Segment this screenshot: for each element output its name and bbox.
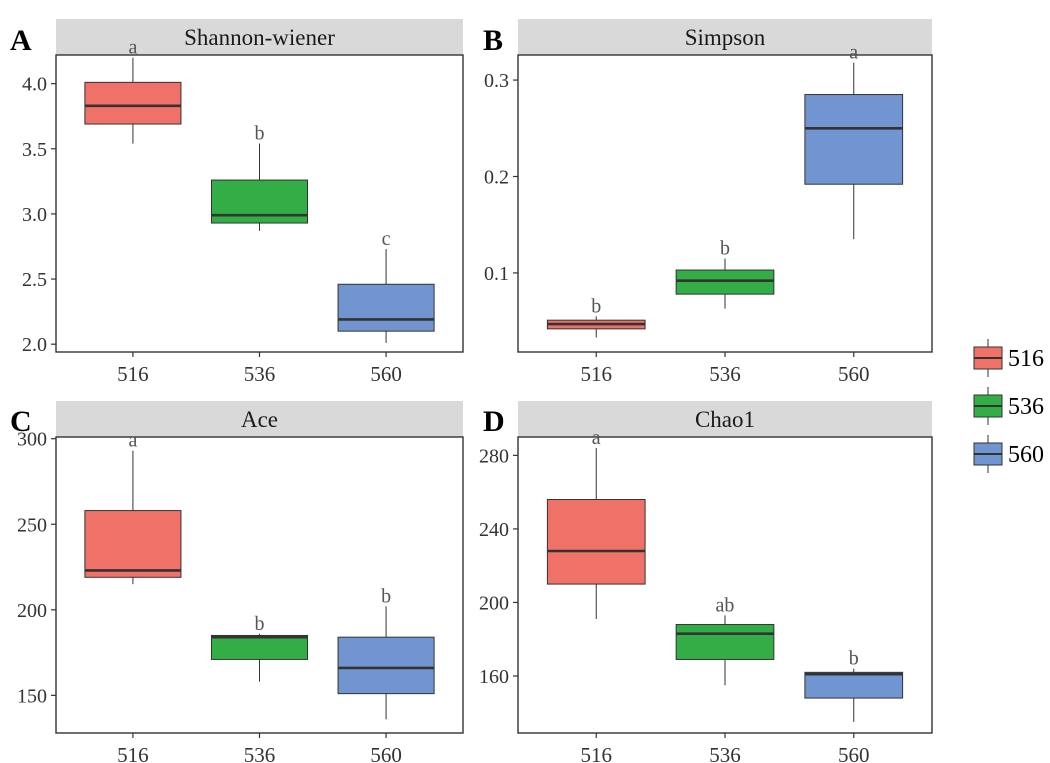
panel-title: Shannon-wiener <box>184 25 335 50</box>
box-body <box>84 81 182 125</box>
box-body <box>210 179 309 224</box>
box-560: b <box>337 585 435 720</box>
panel-title: Ace <box>241 407 278 432</box>
box-536: ab <box>675 594 775 686</box>
box-body <box>804 94 904 185</box>
y-tick-label: 160 <box>479 666 509 688</box>
x-tick-label: 516 <box>580 362 612 386</box>
box-516: a <box>84 37 182 144</box>
y-tick-label: 200 <box>479 592 509 614</box>
box-body <box>675 269 775 295</box>
significance-letter: a <box>592 427 601 449</box>
significance-letter: b <box>720 237 730 259</box>
box-536: b <box>675 237 775 309</box>
panel-letter: C <box>10 405 32 438</box>
y-tick-label: 4.0 <box>22 74 47 96</box>
y-tick-label: 0.2 <box>484 167 509 189</box>
significance-letter: a <box>128 37 137 59</box>
box-560: c <box>337 228 435 343</box>
panel-letter: D <box>483 405 505 438</box>
panel-letter: A <box>10 24 32 57</box>
legend: 516 536 560 <box>973 339 1044 473</box>
x-tick-label: 536 <box>709 743 741 763</box>
significance-letter: a <box>128 430 137 452</box>
y-tick-label: 0.3 <box>484 70 509 92</box>
panel-title: Chao1 <box>695 407 755 432</box>
y-tick-label: 2.0 <box>22 334 47 356</box>
x-tick-label: 560 <box>838 362 870 386</box>
legend-key-516: 516 <box>973 339 1044 377</box>
box-body <box>675 624 775 660</box>
box-516: a <box>84 430 182 585</box>
legend-label: 536 <box>1008 394 1044 420</box>
strip-background <box>56 19 463 55</box>
panel-simpson: Simpson B 0.1 0.2 0.3 516 536 560 b b a <box>483 19 933 386</box>
x-tick-label: 536 <box>244 362 276 386</box>
box-560: a <box>804 42 904 240</box>
significance-letter: c <box>382 228 391 250</box>
strip-background <box>56 401 463 437</box>
x-tick-label: 560 <box>370 743 402 763</box>
panel-letter: B <box>483 24 503 57</box>
y-tick-label: 200 <box>17 600 47 622</box>
box-body <box>804 671 904 699</box>
x-tick-label: 536 <box>244 743 276 763</box>
box-body <box>546 499 646 585</box>
significance-letter: b <box>591 295 601 317</box>
significance-letter: b <box>381 585 391 607</box>
legend-key-560: 560 <box>973 435 1044 473</box>
box-516: a <box>546 427 646 620</box>
y-tick-label: 150 <box>17 685 47 707</box>
y-tick-label: 250 <box>17 514 47 536</box>
y-tick-label: 3.5 <box>22 139 47 161</box>
box-560: b <box>804 648 904 722</box>
significance-letter: b <box>255 123 265 145</box>
x-tick-label: 560 <box>370 362 402 386</box>
panel-title: Simpson <box>685 25 766 50</box>
significance-letter: b <box>255 613 265 635</box>
box-536: b <box>210 123 309 231</box>
x-tick-label: 516 <box>117 743 149 763</box>
significance-letter: ab <box>716 594 735 616</box>
strip-background <box>518 401 932 437</box>
box-536: b <box>210 613 309 682</box>
panel-chao1: Chao1 D 160 200 240 280 516 536 560 a ab b <box>479 401 933 763</box>
box-body <box>210 634 309 660</box>
box-body <box>337 636 435 695</box>
x-tick-label: 516 <box>117 362 149 386</box>
legend-label: 560 <box>1008 442 1044 468</box>
strip-background <box>518 19 932 55</box>
y-tick-label: 300 <box>17 429 47 451</box>
y-tick-label: 2.5 <box>22 269 47 291</box>
y-tick-label: 3.0 <box>22 204 47 226</box>
significance-letter: a <box>849 42 858 64</box>
legend-key-536: 536 <box>973 387 1044 425</box>
legend-label: 516 <box>1008 346 1044 372</box>
box-body <box>84 510 182 578</box>
significance-letter: b <box>849 648 859 670</box>
y-tick-label: 0.1 <box>484 263 509 285</box>
x-tick-label: 560 <box>838 743 870 763</box>
box-body <box>337 283 435 332</box>
x-tick-label: 516 <box>580 743 612 763</box>
x-tick-label: 536 <box>709 362 741 386</box>
y-tick-label: 240 <box>479 519 509 541</box>
panel-shannon-wiener: Shannon-wiener A 2.0 2.5 3.0 3.5 4.0 516 536 560 a… <box>10 19 464 386</box>
y-tick-label: 280 <box>479 445 509 467</box>
panel-ace: Ace C 150 200 250 300 516 536 560 a b b <box>10 401 464 763</box>
box-516: b <box>546 295 646 338</box>
